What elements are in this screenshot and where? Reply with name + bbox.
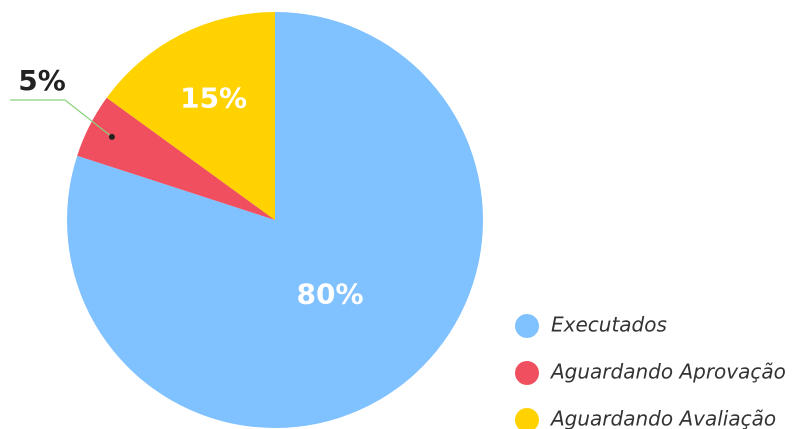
legend-swatch (515, 408, 539, 429)
leader-line (10, 99, 113, 138)
legend-label: Aguardando Aprovação (549, 360, 786, 384)
legend-label: Executados (551, 313, 667, 337)
legend-label: Aguardando Avaliação (549, 407, 776, 429)
slice-label: 15% (180, 82, 247, 115)
slice-label: 5% (18, 64, 66, 97)
slice-label: 80% (297, 278, 364, 311)
legend-swatch (515, 361, 539, 385)
pie-slice (77, 97, 276, 220)
pie-slice (106, 12, 276, 220)
leader-dot (108, 133, 115, 140)
legend-swatch (515, 314, 539, 338)
